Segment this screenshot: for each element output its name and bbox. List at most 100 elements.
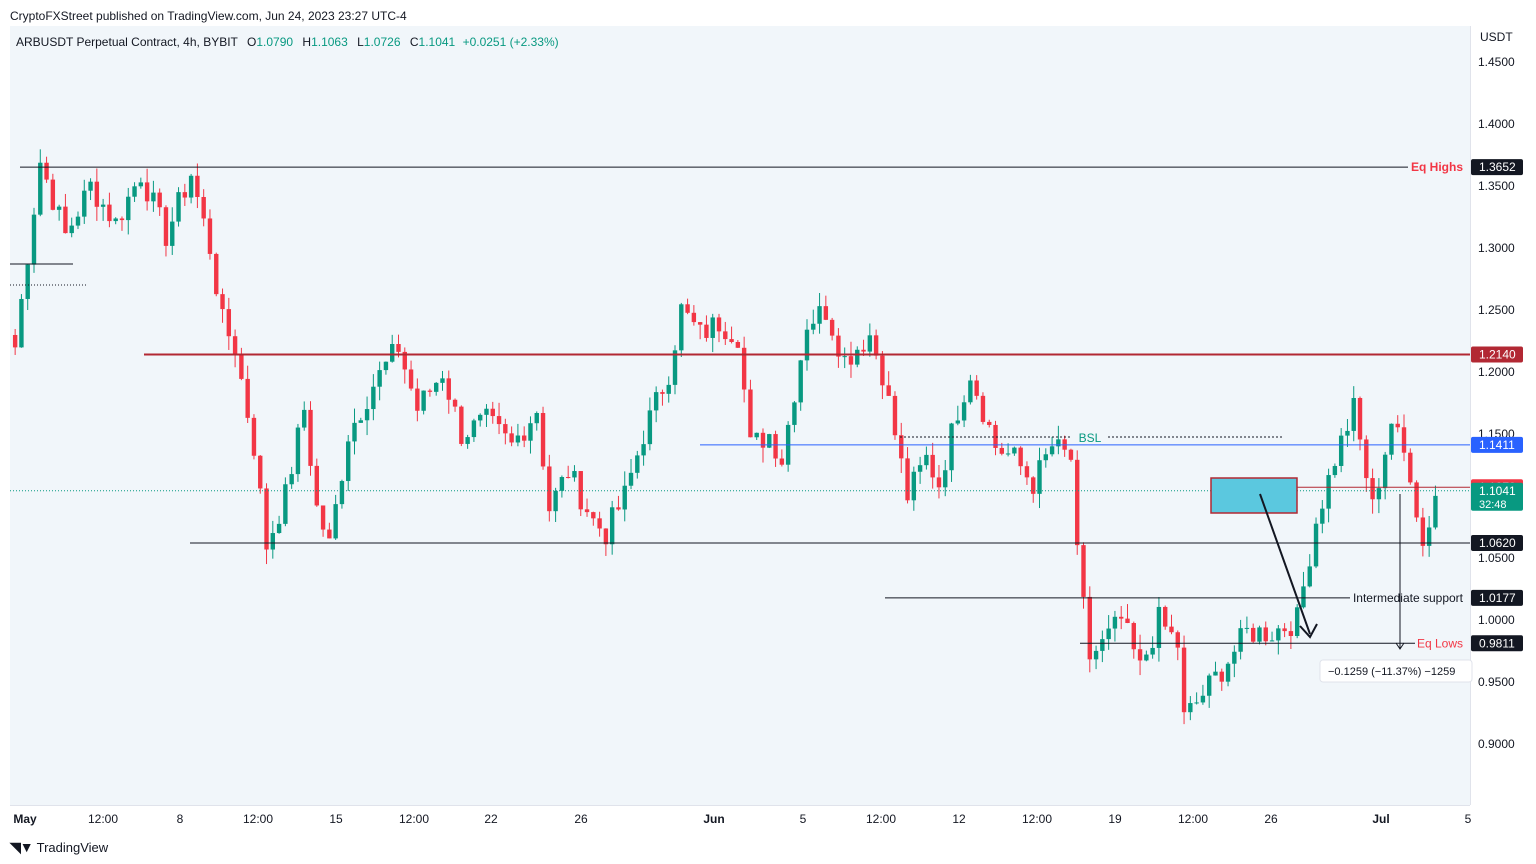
candle-body bbox=[471, 420, 477, 438]
price-tick-label: 1.4500 bbox=[1478, 55, 1515, 69]
candle-body bbox=[1244, 627, 1250, 629]
candle-body bbox=[245, 378, 250, 418]
candle-body bbox=[804, 329, 810, 361]
candle-body bbox=[936, 477, 942, 488]
candle-body bbox=[44, 162, 49, 180]
candle-body bbox=[157, 192, 162, 208]
candle-body bbox=[270, 533, 276, 550]
candle-body bbox=[138, 182, 144, 187]
candle-body bbox=[1401, 427, 1407, 453]
legend-symbol: ARBUSDT Perpetual Contract, 4h, BYBIT bbox=[16, 35, 238, 49]
candle-body bbox=[276, 523, 282, 534]
candle-body bbox=[75, 216, 81, 226]
candle-body bbox=[616, 507, 621, 510]
candle-body bbox=[1163, 606, 1168, 627]
candle-body bbox=[1049, 446, 1055, 455]
price-badge-eq-lows-bg bbox=[1471, 635, 1523, 652]
time-tick-label: 12:00 bbox=[243, 812, 273, 826]
candle-body bbox=[1081, 545, 1086, 597]
candle-body bbox=[201, 196, 206, 219]
candle-body bbox=[1031, 477, 1036, 494]
time-tick-label: 12:00 bbox=[1178, 812, 1208, 826]
candle-body bbox=[503, 424, 508, 434]
candle-body bbox=[1433, 495, 1438, 528]
time-tick-label: 19 bbox=[1108, 812, 1122, 826]
candle-body bbox=[905, 458, 910, 501]
candle-body bbox=[314, 465, 319, 506]
legend-close: 1.1041 bbox=[418, 35, 456, 49]
candle-body bbox=[1338, 435, 1344, 466]
candle-body bbox=[899, 435, 904, 459]
candle-body bbox=[1100, 639, 1105, 651]
tradingview-logo-icon: ◥▼ bbox=[10, 839, 34, 855]
candle-body bbox=[660, 392, 665, 394]
candle-body bbox=[1056, 439, 1061, 447]
candle-body bbox=[943, 470, 948, 488]
candle-body bbox=[666, 384, 671, 394]
candle-body bbox=[402, 351, 407, 370]
publish-header: CryptoFXStreet published on TradingView.… bbox=[10, 9, 407, 23]
candle-body bbox=[1213, 671, 1218, 676]
candle-body bbox=[295, 427, 301, 475]
candle-body bbox=[339, 481, 345, 505]
candle-body bbox=[1250, 627, 1256, 642]
candle-body bbox=[691, 312, 697, 323]
price-badge-resistance: 1.2140 bbox=[1479, 348, 1516, 362]
candle-body bbox=[798, 360, 803, 403]
price-badge-eq-highs-bg bbox=[1471, 159, 1523, 176]
candle-body bbox=[1307, 566, 1312, 587]
measure-box bbox=[1319, 659, 1473, 683]
price-tick-label: 1.0000 bbox=[1478, 613, 1515, 627]
candle-body bbox=[1395, 423, 1400, 428]
candle-body bbox=[1012, 447, 1017, 454]
candle-body bbox=[1414, 482, 1419, 518]
candle-body bbox=[383, 361, 389, 371]
intermediate-support-label: Intermediate support bbox=[1353, 591, 1464, 605]
time-axis[interactable] bbox=[10, 805, 1470, 832]
candle-body bbox=[31, 214, 37, 265]
price-tick-label: 0.9500 bbox=[1478, 675, 1515, 689]
candle-body bbox=[214, 253, 219, 295]
candle-body bbox=[390, 344, 395, 362]
candle-body bbox=[144, 182, 150, 202]
candle-body bbox=[892, 395, 898, 436]
candle-body bbox=[1301, 586, 1306, 608]
candle-body bbox=[647, 410, 653, 445]
candle-body bbox=[735, 342, 741, 348]
candle-body bbox=[396, 344, 401, 352]
bsl-label: BSL bbox=[1079, 431, 1102, 445]
candle-body bbox=[496, 416, 502, 425]
price-badge-current: 1.1041 bbox=[1479, 484, 1516, 498]
candle-body bbox=[421, 390, 426, 411]
candle-body bbox=[1037, 460, 1042, 494]
candle-body bbox=[1043, 454, 1048, 461]
candle-body bbox=[779, 458, 785, 465]
candle-body bbox=[565, 477, 571, 479]
candle-body bbox=[1188, 703, 1193, 713]
candle-body bbox=[126, 196, 131, 221]
legend-high-label: H bbox=[302, 35, 312, 49]
candle-body bbox=[220, 294, 225, 310]
eq-lows-label: Eq Lows bbox=[1417, 636, 1463, 650]
price-badge-bsl: 1.1411 bbox=[1479, 438, 1515, 452]
candle-body bbox=[176, 192, 181, 222]
candle-body bbox=[710, 317, 715, 338]
tradingview-footer[interactable]: ◥▼ TradingView bbox=[10, 839, 108, 856]
candle-body bbox=[1200, 695, 1206, 703]
candle-body bbox=[1263, 627, 1268, 642]
candle-body bbox=[1005, 453, 1011, 455]
legend-close-label: C bbox=[409, 35, 419, 49]
measure-label: −0.1259 (−11.37%) −1259 bbox=[1328, 666, 1455, 678]
candle-body bbox=[974, 380, 979, 396]
candle-body bbox=[434, 382, 439, 392]
time-tick-label: 22 bbox=[484, 812, 498, 826]
candle-body bbox=[1024, 466, 1030, 478]
price-axis[interactable] bbox=[1470, 26, 1536, 805]
candle-body bbox=[302, 409, 307, 428]
candle-body bbox=[1351, 397, 1356, 431]
countdown-label: 32:48 bbox=[1479, 499, 1507, 511]
legend-low: 1.0726 bbox=[363, 35, 401, 49]
time-tick-label: 5 bbox=[800, 812, 807, 826]
time-tick-label: 12 bbox=[952, 812, 966, 826]
